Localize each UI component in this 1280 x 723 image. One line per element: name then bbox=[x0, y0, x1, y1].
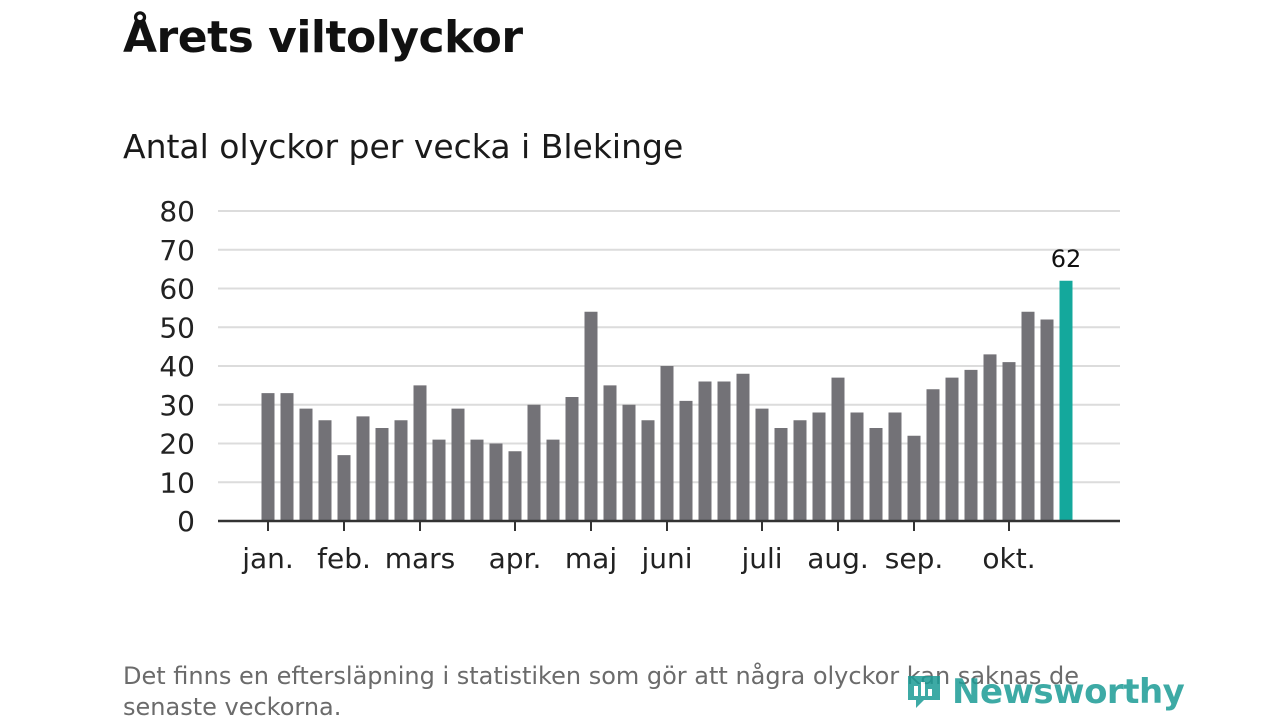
y-tick-label: 30 bbox=[159, 389, 195, 422]
bar bbox=[641, 420, 655, 521]
x-tick-label: sep. bbox=[885, 542, 944, 575]
newsworthy-logo[interactable]: Newsworthy bbox=[904, 672, 1185, 712]
bar bbox=[926, 389, 940, 521]
bar bbox=[432, 439, 446, 521]
bar bbox=[280, 393, 294, 521]
bar bbox=[983, 354, 997, 521]
bar-chart: 0 10 20 30 40 50 60 70 80 jan. feb. mars apr. maj jun… bbox=[159, 195, 1120, 575]
bar bbox=[508, 451, 522, 521]
bar bbox=[755, 408, 769, 521]
bar bbox=[394, 420, 408, 521]
bar bbox=[527, 404, 541, 521]
y-tick-label: 50 bbox=[159, 311, 195, 344]
logo-text: Newsworthy bbox=[952, 672, 1185, 712]
bars bbox=[261, 280, 1073, 521]
bar bbox=[1040, 319, 1054, 521]
bar bbox=[584, 311, 598, 521]
y-axis-ticks: 0 10 20 30 40 50 60 70 80 bbox=[159, 195, 195, 538]
logo-icon bbox=[908, 676, 940, 708]
bar bbox=[793, 420, 807, 521]
bar bbox=[964, 369, 978, 521]
bar bbox=[261, 393, 275, 521]
y-tick-label: 10 bbox=[159, 466, 195, 499]
bar bbox=[318, 420, 332, 521]
x-tick-label: apr. bbox=[489, 542, 542, 575]
chart-subtitle: Antal olyckor per vecka i Blekinge bbox=[123, 127, 684, 166]
x-tick-label: okt. bbox=[982, 542, 1035, 575]
x-tick-label: juni bbox=[640, 542, 692, 575]
bar bbox=[850, 412, 864, 521]
x-axis: jan. feb. mars apr. maj juni juli aug. sep. okt. bbox=[218, 519, 1120, 575]
x-tick-label: maj bbox=[565, 542, 617, 575]
x-tick-label: mars bbox=[385, 542, 456, 575]
bar bbox=[470, 439, 484, 521]
chart-title: Årets viltolyckor bbox=[123, 12, 523, 63]
bar bbox=[603, 385, 617, 521]
bar-highlight bbox=[1059, 280, 1073, 521]
x-tick-label: aug. bbox=[807, 542, 869, 575]
y-tick-label: 40 bbox=[159, 350, 195, 383]
bar bbox=[337, 455, 351, 521]
bar bbox=[413, 385, 427, 521]
bar bbox=[356, 416, 370, 521]
bar bbox=[546, 439, 560, 521]
bar bbox=[812, 412, 826, 521]
bar bbox=[869, 428, 883, 521]
x-tick-label: feb. bbox=[317, 542, 371, 575]
bar bbox=[660, 366, 674, 521]
bar bbox=[1002, 362, 1016, 521]
bar bbox=[831, 377, 845, 521]
bar bbox=[698, 381, 712, 521]
y-tick-label: 0 bbox=[177, 505, 195, 538]
bar bbox=[565, 397, 579, 521]
bar bbox=[622, 404, 636, 521]
bar bbox=[736, 373, 750, 521]
x-tick-label: jan. bbox=[241, 542, 294, 575]
data-label-highlight: 62 bbox=[1051, 245, 1082, 273]
bar bbox=[1021, 311, 1035, 521]
y-tick-label: 20 bbox=[159, 428, 195, 461]
bar bbox=[375, 428, 389, 521]
bar bbox=[907, 435, 921, 521]
data-labels: 62 bbox=[1051, 245, 1082, 273]
bar bbox=[451, 408, 465, 521]
y-tick-label: 60 bbox=[159, 273, 195, 306]
y-tick-label: 80 bbox=[159, 195, 195, 228]
bar bbox=[679, 400, 693, 521]
bar bbox=[945, 377, 959, 521]
bar bbox=[717, 381, 731, 521]
bar bbox=[489, 443, 503, 521]
bar bbox=[774, 428, 788, 521]
x-tick-label: juli bbox=[740, 542, 782, 575]
bar bbox=[888, 412, 902, 521]
y-tick-label: 70 bbox=[159, 234, 195, 267]
bar bbox=[299, 408, 313, 521]
